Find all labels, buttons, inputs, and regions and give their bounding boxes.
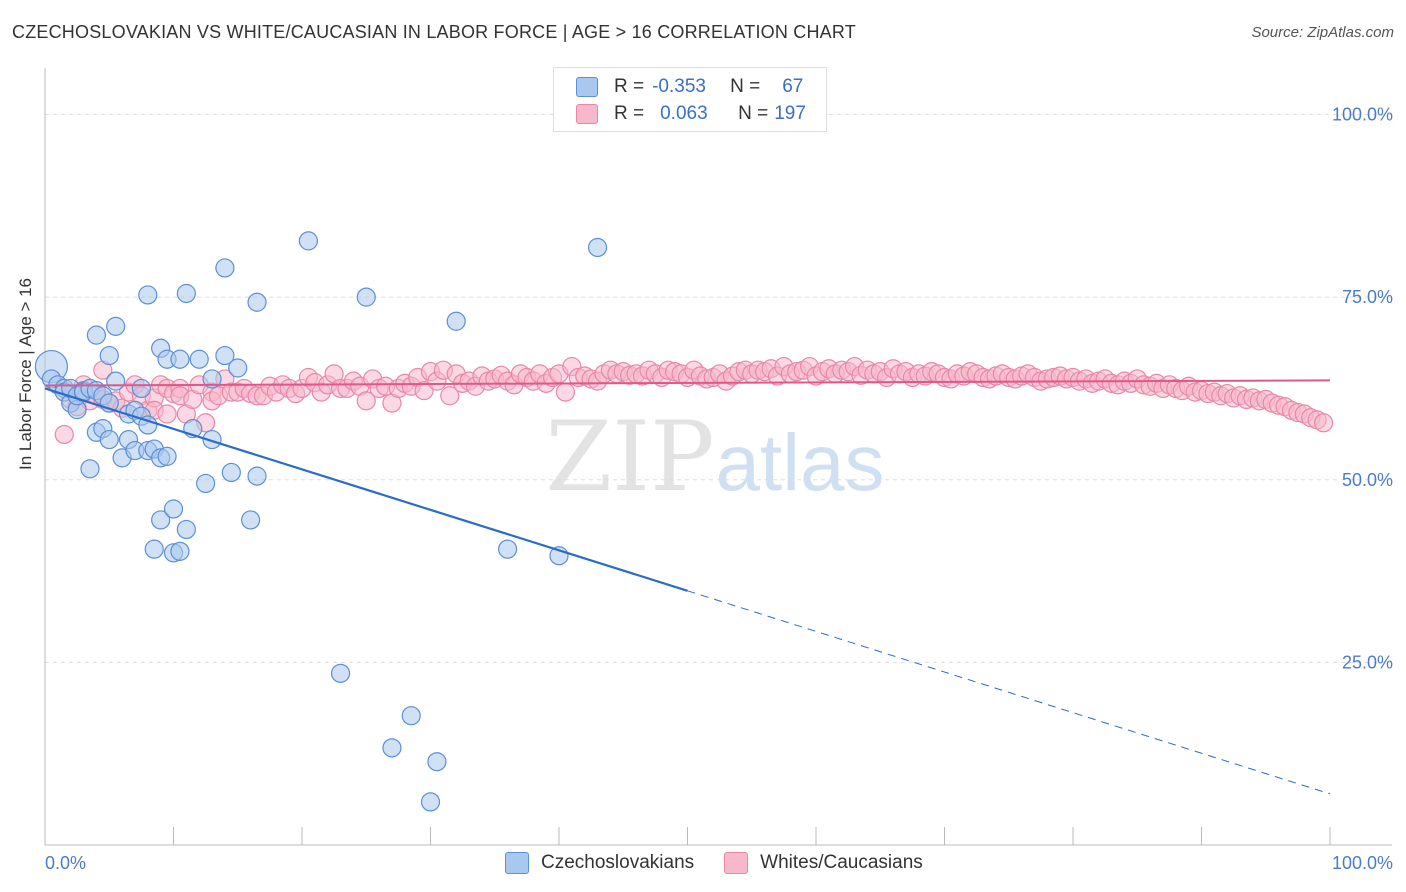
y-axis-label: In Labor Force | Age > 16 <box>16 277 35 470</box>
czechoslovakian-point <box>176 519 196 540</box>
czechoslovakian-point <box>170 541 190 561</box>
czechoslovakian-point <box>587 237 608 258</box>
czechoslovakian-point <box>86 325 107 345</box>
czechoslovakian-point <box>420 792 441 812</box>
czechoslovakian-point <box>215 345 235 366</box>
czechoslovakian-point <box>106 371 126 391</box>
r-value: -0.353 <box>652 76 706 97</box>
czechoslovakian-point <box>189 349 209 369</box>
czechoslovakian-point <box>298 231 319 251</box>
blue-swatch <box>505 852 529 874</box>
czechoslovakian-point <box>99 429 119 450</box>
czechoslovakian-point <box>80 459 100 479</box>
czechoslovakian-point <box>131 378 151 399</box>
x-tick-label: 0.0% <box>45 853 86 873</box>
czechoslovakian-trend-line <box>44 387 688 592</box>
czechoslovakian-trend-extension <box>687 590 1331 795</box>
r-label: R = <box>614 103 645 124</box>
czechoslovakian-point <box>176 283 196 304</box>
legend-label: Whites/Caucasians <box>760 852 923 873</box>
n-label: N = <box>738 103 769 124</box>
white-caucasian-point <box>414 381 434 401</box>
czechoslovakian-point <box>202 369 222 389</box>
n-label: N = <box>730 76 761 97</box>
white-caucasian-point <box>555 382 576 402</box>
whites-trend-line <box>44 379 1331 387</box>
czechoslovakian-point <box>196 473 216 494</box>
watermark-zip: ZIP <box>545 401 714 513</box>
r-value: 0.063 <box>660 103 708 124</box>
czechoslovakian-point <box>241 510 261 530</box>
czechoslovakian-point <box>427 752 447 772</box>
czechoslovakian-point <box>247 292 267 312</box>
x-tick-label: 100.0% <box>1332 853 1393 873</box>
czechoslovakian-point <box>330 663 351 683</box>
czechoslovakian-point <box>498 539 518 559</box>
y-tick-label: 25.0% <box>1342 652 1393 672</box>
czechoslovakian-point <box>157 446 177 466</box>
legend-row-whites: R = 0.063 N = 197 <box>576 103 806 125</box>
legend-item-whites: Whites/Caucasians <box>724 852 923 874</box>
czechoslovakian-point <box>356 287 376 307</box>
czechoslovakian-point <box>221 462 241 483</box>
czechoslovakian-point <box>151 510 171 530</box>
czechoslovakian-point <box>163 499 184 519</box>
czechoslovakian-point <box>382 738 402 758</box>
y-tick-label: 100.0% <box>1332 105 1393 125</box>
pink-swatch <box>724 852 749 874</box>
white-caucasian-point <box>356 391 376 411</box>
czechoslovakian-point <box>106 316 126 336</box>
r-label: R = <box>614 76 645 97</box>
y-tick-label: 50.0% <box>1342 470 1393 490</box>
czechoslovakian-point <box>446 311 466 331</box>
white-caucasian-point <box>54 424 74 445</box>
czechoslovakian-point <box>170 349 190 369</box>
czechoslovakian-point <box>215 258 235 278</box>
watermark-atlas: atlas <box>716 418 885 507</box>
chart-title: CZECHOSLOVAKIAN VS WHITE/CAUCASIAN IN LA… <box>12 22 856 42</box>
blue-swatch <box>576 77 598 97</box>
series-legend: Czechoslovakians Whites/Caucasians <box>505 852 953 874</box>
source-label: Source: ZipAtlas.com <box>1251 24 1394 41</box>
legend-row-czechoslovakians: R = -0.353 N = 67 <box>576 76 803 98</box>
czechoslovakian-point <box>99 345 119 366</box>
white-caucasian-point <box>157 404 177 424</box>
correlation-legend: R = -0.353 N = 67 R = 0.063 N = 197 <box>553 67 827 132</box>
n-value: 197 <box>774 103 806 124</box>
y-tick-label: 75.0% <box>1342 287 1393 307</box>
czechoslovakian-point <box>138 285 158 305</box>
czechoslovakian-point <box>247 466 267 486</box>
white-caucasian-point <box>440 386 460 406</box>
czechoslovakian-point <box>144 539 164 559</box>
czechoslovakian-point <box>228 358 248 378</box>
legend-label: Czechoslovakians <box>541 852 695 873</box>
czechoslovakian-point <box>202 429 222 450</box>
n-value: 67 <box>782 76 804 97</box>
czechoslovakian-point <box>401 706 421 726</box>
white-caucasian-point <box>1313 413 1334 433</box>
pink-swatch <box>576 104 598 124</box>
legend-item-czechoslovakians: Czechoslovakians <box>505 852 694 874</box>
